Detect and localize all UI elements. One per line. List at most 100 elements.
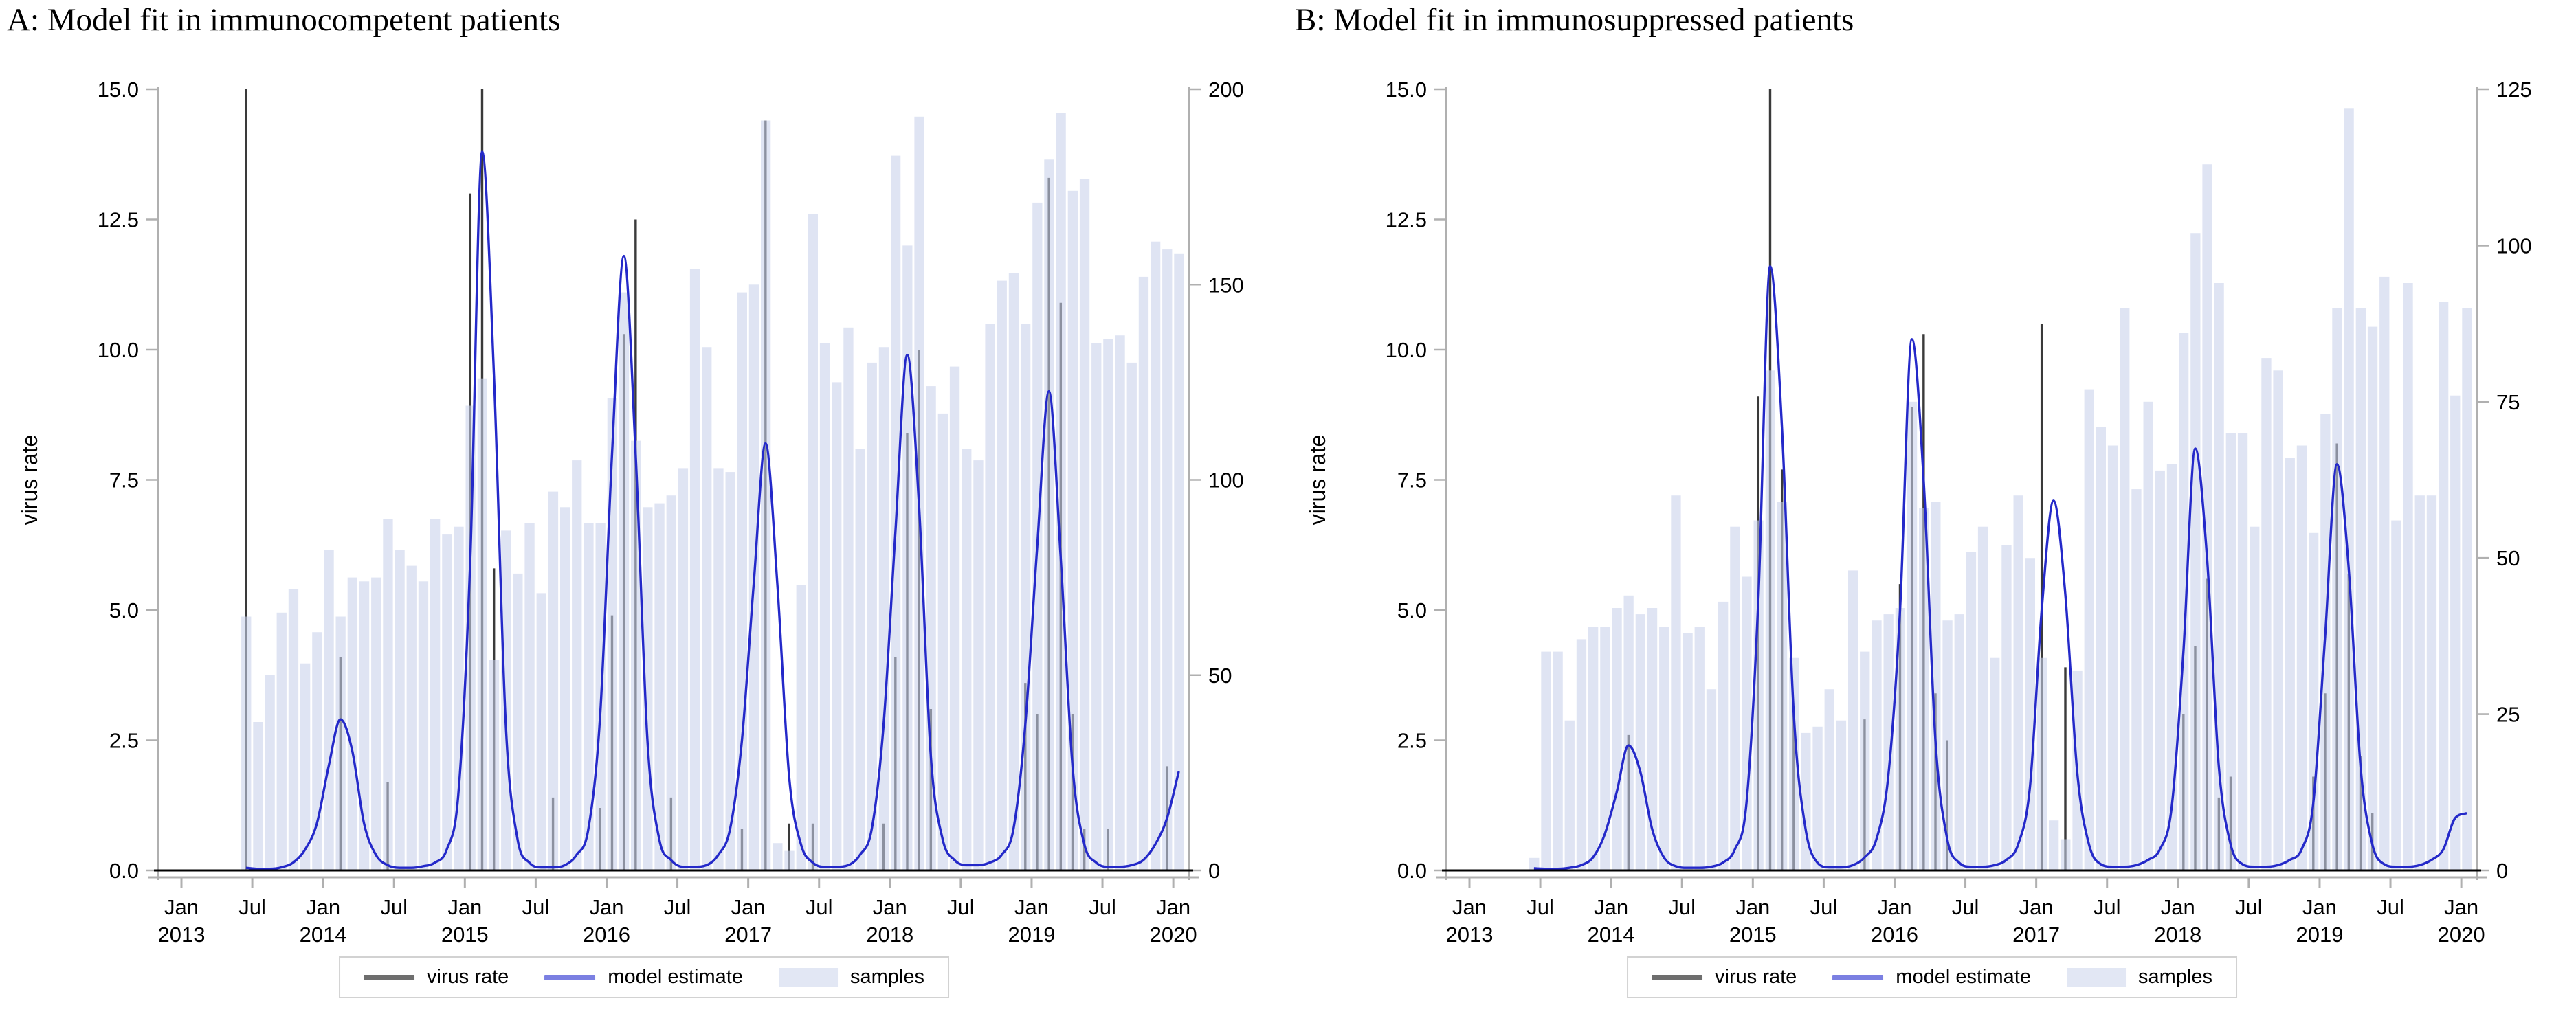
sample-bar [855, 449, 865, 870]
sample-bar [524, 523, 535, 870]
tick-label: 2018 [866, 923, 913, 947]
legend-a: virus rate model estimate samples [339, 956, 949, 998]
sample-bar [2403, 283, 2413, 870]
sample-bar [1056, 113, 1066, 871]
sample-bar [2107, 445, 2118, 870]
legend-item-samples: samples [2066, 966, 2212, 989]
sample-bar [1008, 273, 1019, 870]
sample-bar [1694, 627, 1705, 870]
tick-label: Jan [447, 895, 482, 919]
tick-label: 15.0 [1386, 78, 1427, 102]
sample-bar [902, 245, 913, 870]
tick-label: 75 [2496, 390, 2520, 414]
sample-bar [1564, 720, 1575, 870]
model-estimate-line-swatch-icon [544, 974, 596, 980]
sample-bar [2426, 495, 2437, 870]
tick-label: 5.0 [1397, 598, 1427, 622]
sample-bar [2202, 164, 2212, 871]
tick-label: 100 [1208, 469, 1244, 493]
sample-bar [2143, 401, 2153, 870]
sample-bar [773, 843, 783, 870]
tick-label: 0.0 [109, 859, 139, 883]
sample-bar [371, 577, 381, 870]
tick-label: Jul [664, 895, 691, 919]
sample-bar [2225, 433, 2236, 870]
sample-bar [2061, 839, 2071, 870]
tick-label: 0 [1208, 859, 1220, 883]
legend-item-model-estimate: model estimate [1832, 966, 2031, 989]
sample-bar [654, 503, 665, 870]
tick-label: 150 [1208, 273, 1244, 297]
sample-bar [1044, 159, 1054, 870]
sample-bar [572, 460, 582, 870]
sample-bar [560, 507, 570, 870]
sample-bar [1683, 633, 1693, 870]
sample-bar [784, 850, 795, 870]
panel-a-title: A: Model fit in immunocompetent patients [7, 2, 561, 38]
sample-bar [501, 530, 511, 870]
sample-bar [300, 663, 311, 870]
tick-label: 2.5 [1397, 729, 1427, 753]
sample-bar [973, 460, 984, 870]
sample-bar [713, 468, 724, 870]
sample-bar [678, 468, 689, 870]
sample-bar [253, 722, 263, 870]
tick-label: 2013 [158, 923, 206, 947]
legend-label: virus rate [1715, 966, 1797, 988]
sample-bar [1588, 627, 1599, 870]
legend-label: model estimate [608, 966, 743, 988]
sample-bar [1138, 276, 1149, 870]
tick-label: 2013 [1446, 923, 1494, 947]
sample-bar [513, 573, 523, 870]
tick-label: Jul [1668, 895, 1696, 919]
sample-bar [548, 491, 559, 870]
sample-bar [2131, 489, 2142, 870]
sample-bar [1872, 620, 1882, 870]
sample-bar [383, 519, 393, 870]
sample-bar [1553, 651, 1563, 870]
tick-label: Jul [238, 895, 266, 919]
sample-bar [430, 519, 441, 870]
sample-bar [335, 616, 346, 870]
y-axis-title: virus rate [17, 435, 42, 526]
sample-bar [926, 386, 936, 870]
tick-label: 2015 [441, 923, 489, 947]
sample-bar [2190, 233, 2201, 870]
sample-bar [1789, 657, 1799, 870]
tick-label: Jul [380, 895, 408, 919]
tick-label: Jul [1810, 895, 1838, 919]
sample-bar [737, 292, 747, 871]
sample-bar [761, 120, 771, 870]
tick-label: 15.0 [98, 78, 139, 102]
tick-label: Jan [2019, 895, 2054, 919]
sample-bar [1541, 651, 1551, 870]
tick-label: Jul [1952, 895, 1979, 919]
tick-label: 0.0 [1397, 859, 1427, 883]
sample-bar [2261, 358, 2272, 870]
tick-label: 7.5 [109, 469, 139, 493]
tick-label: Jan [1452, 895, 1487, 919]
sample-bar [1162, 249, 1173, 871]
legend-b: virus rate model estimate samples [1627, 956, 2237, 998]
sample-bar [619, 292, 630, 871]
tick-label: 2015 [1729, 923, 1777, 947]
tick-label: Jan [1156, 895, 1190, 919]
chart-svg-a: 0.0 2.5 5.0 7.5 10.0 12.5 15.0 0 50 100 150 200 Jan 2… [17, 78, 1244, 947]
sample-bar [1742, 576, 1752, 870]
sample-bar [808, 214, 818, 870]
sample-bar [689, 269, 700, 870]
sample-bar [395, 550, 405, 870]
chart-svg-b: 0.0 2.5 5.0 7.5 10.0 12.5 15.0 0 25 50 75 100 125 Jan… [1305, 78, 2532, 947]
sample-bar [1907, 401, 1918, 870]
sample-bar [1848, 570, 1858, 870]
sample-bar [1623, 595, 1634, 870]
sample-bar [997, 280, 1007, 871]
sample-bar [359, 581, 370, 870]
sample-bar [2179, 333, 2189, 870]
sample-bar [536, 593, 546, 870]
tick-label: Jan [873, 895, 907, 919]
sample-bar [2120, 308, 2130, 870]
sample-bar [1718, 601, 1729, 870]
tick-label: 2014 [300, 923, 347, 947]
tick-label: 0 [2496, 859, 2508, 883]
